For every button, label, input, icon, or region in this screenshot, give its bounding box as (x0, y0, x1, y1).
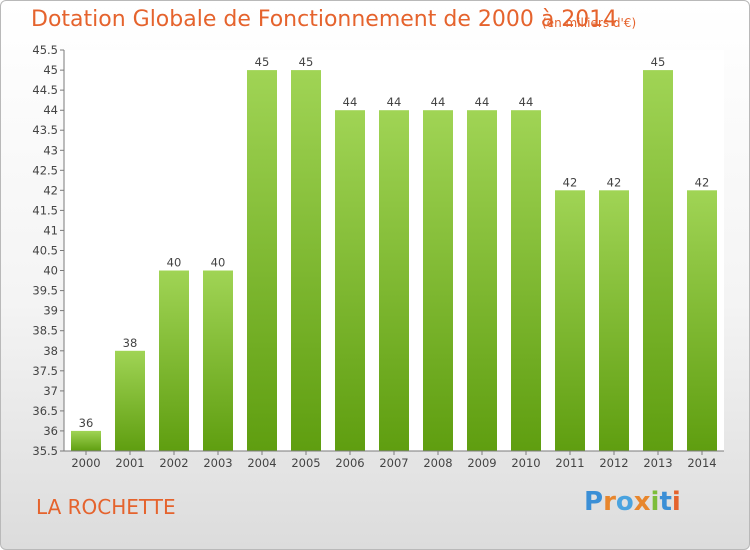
y-tick-label: 41.5 (32, 203, 58, 217)
y-tick-label: 38.5 (32, 324, 58, 338)
y-tick-label: 37.5 (32, 364, 58, 378)
bar (643, 70, 673, 451)
x-tick-label: 2000 (71, 456, 100, 470)
y-tick-label: 38 (43, 344, 58, 358)
x-tick-label: 2005 (291, 456, 320, 470)
x-tick-label: 2002 (159, 456, 188, 470)
data-label: 45 (299, 55, 314, 69)
y-tick-label: 45.5 (32, 43, 58, 57)
data-label: 44 (475, 95, 490, 109)
y-tick-label: 40 (43, 264, 58, 278)
chart-subtitle: (en milliers d'€) (542, 16, 637, 30)
bar (379, 110, 409, 451)
data-label: 42 (695, 175, 710, 189)
x-tick-label: 2006 (335, 456, 364, 470)
y-tick-label: 43 (43, 143, 58, 157)
data-labels-group: 36 38 40 40 45 45 44 44 44 44 44 42 42 45 42 (79, 55, 710, 430)
data-label: 44 (519, 95, 534, 109)
x-axis: 2000 2001 2002 2003 2004 2005 2006 2007 2008 2009… (64, 450, 724, 470)
y-axis: 35.5 36 36.5 37 37.5 38 38.5 39 39.5 40 40.5 41 41.5… (32, 43, 65, 458)
x-tick-label: 2011 (555, 456, 584, 470)
x-tick-label: 2007 (379, 456, 408, 470)
bar (159, 270, 189, 451)
y-tick-label: 35.5 (32, 444, 58, 458)
y-tick-label: 39 (43, 304, 58, 318)
x-tick-label: 2003 (203, 456, 232, 470)
bar (247, 70, 277, 451)
data-label: 38 (123, 336, 138, 350)
y-tick-label: 45 (43, 63, 58, 77)
y-tick-label: 39.5 (32, 284, 58, 298)
bar (511, 110, 541, 451)
data-label: 42 (607, 175, 622, 189)
data-label: 40 (211, 256, 226, 270)
x-tick-label: 2009 (467, 456, 496, 470)
data-label: 44 (431, 95, 446, 109)
logo-letter: r (603, 487, 616, 517)
x-tick-label: 2014 (687, 456, 716, 470)
logo-letter: P (584, 487, 604, 517)
bar (467, 110, 497, 451)
bar (555, 190, 585, 452)
y-tick-label: 36 (43, 424, 58, 438)
logo-letter: t (659, 487, 672, 517)
x-tick-label: 2001 (115, 456, 144, 470)
x-tick-label: 2010 (511, 456, 540, 470)
data-label: 36 (79, 416, 94, 430)
x-tick-label: 2008 (423, 456, 452, 470)
y-tick-label: 44 (43, 103, 58, 117)
bar (599, 190, 629, 452)
y-tick-label: 43.5 (32, 123, 58, 137)
logo-letter: i (650, 487, 660, 517)
data-label: 44 (387, 95, 402, 109)
logo-letter: i (671, 487, 681, 517)
y-tick-label: 42.5 (32, 163, 58, 177)
bar (203, 270, 233, 451)
bar (71, 430, 101, 451)
bar (115, 350, 145, 452)
chart-title: Dotation Globale de Fonctionnement de 20… (31, 7, 618, 32)
bar (335, 110, 365, 451)
data-label: 40 (167, 256, 182, 270)
x-tick-label: 2012 (599, 456, 628, 470)
data-label: 42 (563, 175, 578, 189)
y-tick-label: 42 (43, 183, 58, 197)
y-tick-label: 41 (43, 223, 58, 237)
y-tick-label: 37 (43, 384, 58, 398)
data-label: 44 (343, 95, 358, 109)
location-name: LA ROCHETTE (36, 495, 176, 519)
bars-group (71, 70, 717, 452)
y-tick-label: 40.5 (32, 244, 58, 258)
y-tick-label: 44.5 (32, 83, 58, 97)
y-tick-label: 36.5 (32, 404, 58, 418)
logo-letter: o (615, 487, 634, 517)
data-label: 45 (255, 55, 270, 69)
x-tick-label: 2004 (247, 456, 276, 470)
data-label: 45 (651, 55, 666, 69)
logo-letter: x (633, 487, 651, 517)
bar (687, 190, 717, 452)
bar (423, 110, 453, 451)
bar (291, 70, 321, 451)
proxiti-logo: Proxiti (584, 487, 681, 517)
x-tick-label: 2013 (643, 456, 672, 470)
